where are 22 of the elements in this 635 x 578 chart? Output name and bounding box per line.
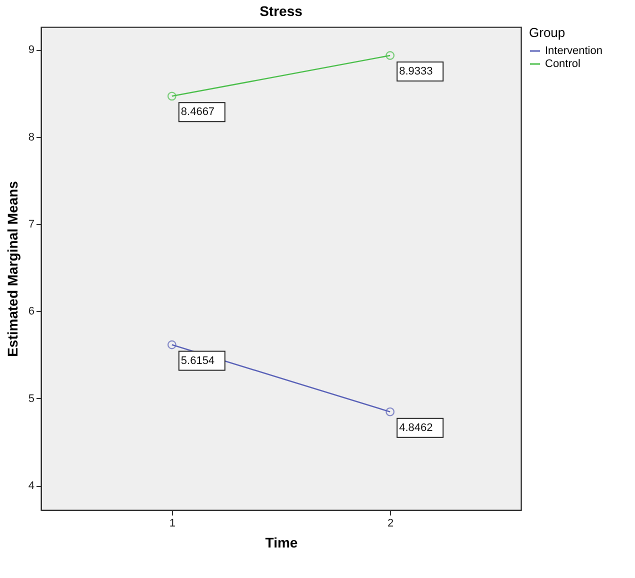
point xyxy=(167,340,176,350)
y-tick-label: 6 xyxy=(28,306,34,318)
x-tick-label: 2 xyxy=(388,518,394,530)
legend-title: Group xyxy=(529,25,566,40)
y-axis-title: Estimated Marginal Means xyxy=(4,180,20,357)
y-tick-label: 8 xyxy=(28,131,34,144)
y-tick-label: 5 xyxy=(28,392,34,405)
data-label: 8.9333 xyxy=(399,65,433,78)
y-tick-label: 7 xyxy=(28,218,34,231)
data-label: 8.4667 xyxy=(180,106,215,118)
legend-label: Control xyxy=(545,58,580,70)
y-tick-label: 9 xyxy=(28,44,34,56)
x-axis-title: Time xyxy=(265,534,298,550)
chart-title: Stress xyxy=(260,3,303,19)
data-label: 5.6154 xyxy=(180,354,215,367)
point xyxy=(167,92,176,101)
point xyxy=(386,51,395,60)
legend-label: Intervention xyxy=(545,45,602,57)
point xyxy=(386,407,395,416)
data-label: 4.8462 xyxy=(399,422,433,434)
y-tick-label: 4 xyxy=(28,480,34,492)
x-tick-label: 1 xyxy=(169,518,176,530)
